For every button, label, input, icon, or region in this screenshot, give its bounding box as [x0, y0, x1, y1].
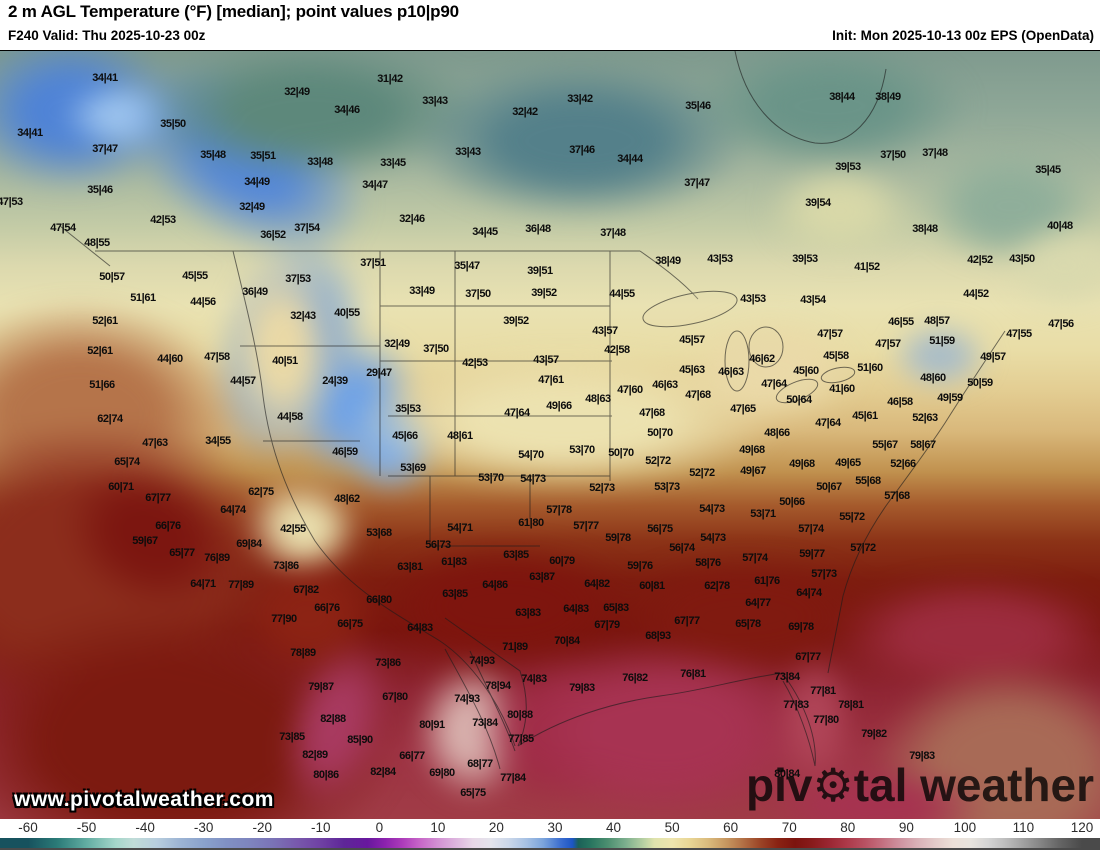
colorbar-tick: 0: [375, 820, 384, 835]
temperature-map: [0, 50, 1100, 820]
state-borders: [59, 51, 1006, 770]
colorbar-tick: -10: [311, 820, 331, 835]
colorbar-tick: 60: [723, 820, 739, 835]
colorbar-tick: 110: [1012, 820, 1035, 835]
colorbar-tick: 20: [488, 820, 504, 835]
valid-time: F240 Valid: Thu 2025-10-23 00z: [8, 28, 206, 43]
colorbar-tick: 100: [953, 820, 977, 835]
init-time: Init: Mon 2025-10-13 00z EPS (OpenData): [832, 28, 1094, 43]
colorbar-tick: 30: [547, 820, 563, 835]
temperature-field: [0, 51, 1100, 819]
colorbar-tick: 40: [606, 820, 622, 835]
header: 2 m AGL Temperature (°F) [median]; point…: [0, 0, 1100, 50]
colorbar-tick: -20: [252, 820, 272, 835]
brand-text-right: tal weather: [853, 759, 1094, 811]
colorbar-tick: 10: [430, 820, 446, 835]
colorbar-tick: -60: [18, 820, 38, 835]
colorbar-tick: 70: [781, 820, 797, 835]
watermark-url: www.pivotalweather.com: [14, 788, 274, 811]
page-title: 2 m AGL Temperature (°F) [median]; point…: [8, 2, 459, 21]
colorbar-tick: 90: [898, 820, 914, 835]
colorbar-tick: 50: [664, 820, 680, 835]
colorbar-tick: 120: [1070, 820, 1094, 835]
watermark-brand: piv⚙tal weather: [746, 758, 1094, 812]
colorbar-gradient: [0, 838, 1100, 850]
colorbar-tick: 80: [840, 820, 856, 835]
gear-icon: ⚙: [812, 759, 854, 811]
colorbar-tick: -40: [135, 820, 155, 835]
colorbar-tick: -50: [76, 820, 97, 835]
brand-text-left: piv: [745, 759, 813, 811]
colorbar-tick: -30: [193, 820, 214, 835]
colorbar-tick-row: -60 -50 -40 -30 -20 -10 0 10 20 30 40 50 60 70 80 90 100…: [0, 819, 1100, 838]
